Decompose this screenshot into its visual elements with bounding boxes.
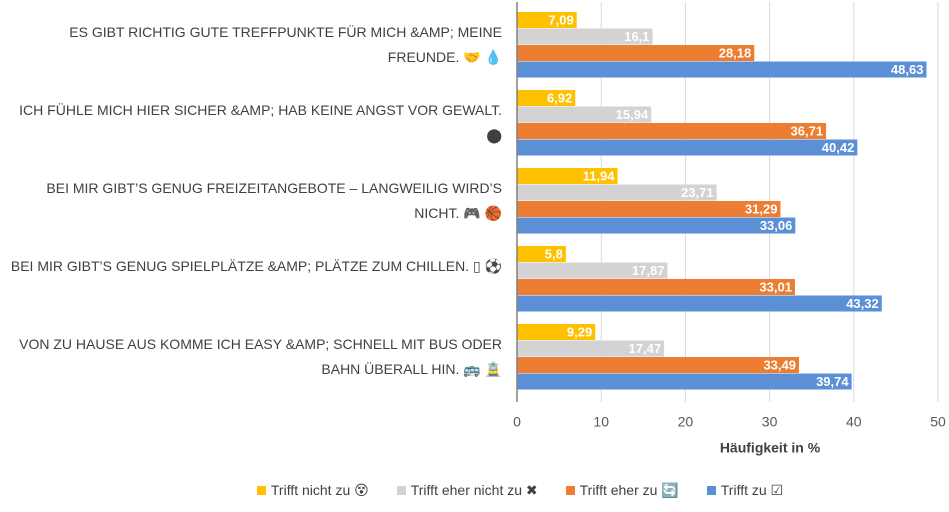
bar xyxy=(517,373,852,390)
bar xyxy=(517,279,795,295)
legend-swatch xyxy=(565,486,575,495)
category-label: BEI MIR GIBT’S GENUG FREIZEITANGEBOTE – … xyxy=(46,180,502,221)
data-label: 48,63 xyxy=(891,62,924,77)
bar xyxy=(517,246,566,262)
legend-swatch xyxy=(396,486,406,495)
data-label: 39,74 xyxy=(816,374,849,389)
x-tick-label: 50 xyxy=(930,414,946,430)
data-label: 36,71 xyxy=(791,124,824,139)
x-tick-label: 20 xyxy=(678,414,694,430)
data-label: 43,32 xyxy=(846,296,879,311)
legend-swatch xyxy=(256,486,266,495)
data-label: 33,06 xyxy=(760,218,793,233)
bar xyxy=(517,45,755,61)
bar xyxy=(517,184,717,201)
legend-item: Trifft zu ☑ xyxy=(706,482,784,499)
category-label: VON ZU HAUSE AUS KOMME ICH EASY &AMP; SC… xyxy=(19,336,502,377)
bar xyxy=(517,262,668,279)
legend-label: Trifft zu ☑ xyxy=(720,482,784,498)
bar xyxy=(517,357,799,373)
bar xyxy=(517,168,618,184)
legend: Trifft nicht zu 😵 Trifft eher nicht zu ✖ T… xyxy=(0,482,949,499)
x-tick-label: 0 xyxy=(513,414,521,430)
category-label: ES GIBT RICHTIG GUTE TREFFPUNKTE FÜR MIC… xyxy=(69,24,502,65)
data-label: 28,18 xyxy=(719,46,752,61)
bar xyxy=(517,90,576,106)
data-label: 40,42 xyxy=(822,140,855,155)
data-label: 33,49 xyxy=(763,358,796,373)
x-tick-label: 10 xyxy=(593,414,609,430)
category-label: BEI MIR GIBT’S GENUG SPIELPLÄTZE &AMP; P… xyxy=(10,258,502,274)
bar xyxy=(517,340,665,357)
bar xyxy=(517,106,652,123)
data-label: 5,8 xyxy=(545,247,563,262)
legend-item: Trifft eher nicht zu ✖ xyxy=(396,482,538,499)
data-label: 15,94 xyxy=(616,107,649,122)
bar xyxy=(517,295,882,312)
data-label: 23,71 xyxy=(681,185,714,200)
legend-item: Trifft nicht zu 😵 xyxy=(256,482,369,499)
data-label: 31,29 xyxy=(745,202,778,217)
bar xyxy=(517,324,596,340)
bar xyxy=(517,201,781,217)
x-tick-label: 30 xyxy=(762,414,778,430)
legend-item: Trifft eher zu 🔄 xyxy=(565,482,679,499)
legend-swatch xyxy=(706,486,716,495)
data-label: 33,01 xyxy=(759,280,792,295)
legend-label: Trifft nicht zu 😵 xyxy=(270,482,369,498)
legend-label: Trifft eher nicht zu ✖ xyxy=(410,482,538,498)
x-tick-label: 40 xyxy=(846,414,862,430)
bar xyxy=(517,217,796,234)
bar xyxy=(517,28,653,45)
data-label: 17,47 xyxy=(629,341,662,356)
legend-label: Trifft eher zu 🔄 xyxy=(579,482,679,498)
data-label: 16,1 xyxy=(624,29,649,44)
data-label: 9,29 xyxy=(567,325,592,340)
bar xyxy=(517,139,858,156)
data-label: 7,09 xyxy=(548,13,573,28)
data-label: 6,92 xyxy=(547,91,572,106)
bar xyxy=(517,12,577,28)
data-label: 17,87 xyxy=(632,263,665,278)
bar xyxy=(517,123,827,139)
data-label: 11,94 xyxy=(583,169,616,184)
bar xyxy=(517,61,927,78)
category-label: ICH FÜHLE MICH HIER SICHER &AMP; HAB KEI… xyxy=(19,102,502,143)
x-axis-label: Häufigkeit in % xyxy=(720,440,821,456)
